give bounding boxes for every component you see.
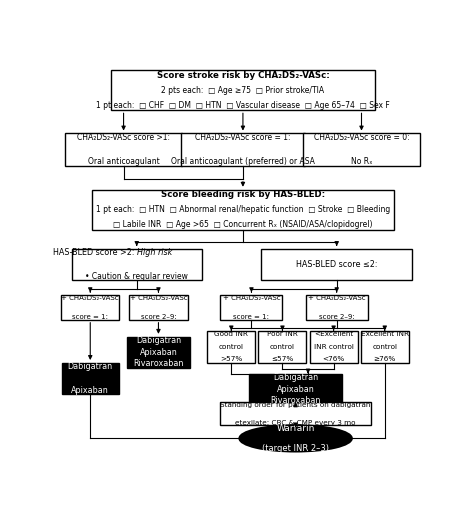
Text: score 2–9:: score 2–9: <box>319 314 355 320</box>
Text: High risk: High risk <box>137 248 172 257</box>
Text: >57%: >57% <box>220 356 242 362</box>
Text: Oral anticoagulant: Oral anticoagulant <box>88 157 159 166</box>
Text: • Caution & regular review: • Caution & regular review <box>85 272 188 280</box>
Text: score 2–9:: score 2–9: <box>141 314 176 320</box>
Text: Score stroke risk by CHA₂DS₂-VASc:: Score stroke risk by CHA₂DS₂-VASc: <box>156 71 329 79</box>
Text: score = 1:: score = 1: <box>234 314 269 320</box>
FancyBboxPatch shape <box>127 337 190 367</box>
Text: 1 pt each:  □ HTN  □ Abnormal renal/hepatic function  □ Stroke  □ Bleeding: 1 pt each: □ HTN □ Abnormal renal/hepati… <box>96 205 390 214</box>
Text: + CHA₂DS₂-VASc: + CHA₂DS₂-VASc <box>62 295 119 301</box>
Text: Good INR: Good INR <box>214 331 248 337</box>
Text: control: control <box>270 344 295 350</box>
FancyBboxPatch shape <box>181 133 305 166</box>
Text: Score bleeding risk by HAS-BLED:: Score bleeding risk by HAS-BLED: <box>161 190 325 199</box>
Text: HAS-BLED score ≤2:: HAS-BLED score ≤2: <box>296 260 377 269</box>
Text: Apixaban: Apixaban <box>139 348 177 357</box>
FancyBboxPatch shape <box>310 330 357 363</box>
Text: Warfarin: Warfarin <box>276 424 315 433</box>
FancyBboxPatch shape <box>249 374 342 405</box>
Text: INR control: INR control <box>314 344 354 350</box>
Text: + CHA₂DS₂-VASc: + CHA₂DS₂-VASc <box>129 295 187 301</box>
FancyBboxPatch shape <box>207 330 255 363</box>
Text: control: control <box>219 344 244 350</box>
Text: ≥76%: ≥76% <box>374 356 396 362</box>
Text: <Excellent: <Excellent <box>314 331 353 337</box>
Text: score = 1:: score = 1: <box>72 314 108 320</box>
Text: CHA₂DS₂-VASc score = 0:: CHA₂DS₂-VASc score = 0: <box>314 133 410 142</box>
FancyBboxPatch shape <box>258 330 307 363</box>
FancyBboxPatch shape <box>306 295 368 320</box>
Text: Dabigatran: Dabigatran <box>136 336 181 345</box>
Text: 2 pts each:  □ Age ≥75  □ Prior stroke/TIA: 2 pts each: □ Age ≥75 □ Prior stroke/TIA <box>161 86 325 95</box>
FancyBboxPatch shape <box>111 70 374 110</box>
Text: □ Labile INR  □ Age >65  □ Concurrent Rₓ (NSAID/ASA/clopidogrel): □ Labile INR □ Age >65 □ Concurrent Rₓ (… <box>113 220 373 230</box>
Text: (target INR 2–3): (target INR 2–3) <box>262 444 329 453</box>
Text: Poor INR: Poor INR <box>267 331 298 337</box>
Text: Dabigatran: Dabigatran <box>273 373 318 382</box>
FancyBboxPatch shape <box>129 295 188 320</box>
FancyBboxPatch shape <box>220 402 371 426</box>
Text: + CHA₂DS₂-VASc: + CHA₂DS₂-VASc <box>308 295 365 301</box>
FancyBboxPatch shape <box>303 133 419 166</box>
FancyBboxPatch shape <box>261 249 412 280</box>
Text: Standing order for patients on dabigatran: Standing order for patients on dabigatra… <box>220 402 371 408</box>
Ellipse shape <box>239 426 352 451</box>
Text: Dabigatran: Dabigatran <box>68 362 113 371</box>
Text: Apixaban: Apixaban <box>72 385 109 394</box>
FancyBboxPatch shape <box>361 330 409 363</box>
Text: Rivaroxaban: Rivaroxaban <box>133 359 183 369</box>
FancyBboxPatch shape <box>62 363 119 394</box>
Text: etexilate: CBC & CMP every 3 mo: etexilate: CBC & CMP every 3 mo <box>236 419 356 426</box>
FancyBboxPatch shape <box>92 190 394 230</box>
FancyBboxPatch shape <box>65 133 182 166</box>
FancyBboxPatch shape <box>72 249 202 280</box>
Text: control: control <box>372 344 397 350</box>
Text: <76%: <76% <box>322 356 345 362</box>
Text: Rivaroxaban: Rivaroxaban <box>271 397 321 405</box>
Text: 1 pt each:  □ CHF  □ DM  □ HTN  □ Vascular disease  □ Age 65–74  □ Sex F: 1 pt each: □ CHF □ DM □ HTN □ Vascular d… <box>96 101 390 110</box>
Text: HAS-BLED score >2:: HAS-BLED score >2: <box>53 248 137 257</box>
Text: Excellent INR: Excellent INR <box>361 331 409 337</box>
Text: Apixaban: Apixaban <box>277 385 315 393</box>
FancyBboxPatch shape <box>220 295 283 320</box>
Text: ≤57%: ≤57% <box>271 356 293 362</box>
Text: No Rₓ: No Rₓ <box>351 157 372 166</box>
Text: + CHA₂DS₂-VASc: + CHA₂DS₂-VASc <box>223 295 280 301</box>
FancyBboxPatch shape <box>61 295 119 320</box>
Text: CHA₂DS₂-VASc score >1:: CHA₂DS₂-VASc score >1: <box>77 133 170 142</box>
Text: Oral anticoagulant (preferred) or ASA: Oral anticoagulant (preferred) or ASA <box>171 157 315 166</box>
Text: CHA₂DS₂-VASc score = 1:: CHA₂DS₂-VASc score = 1: <box>195 133 291 142</box>
